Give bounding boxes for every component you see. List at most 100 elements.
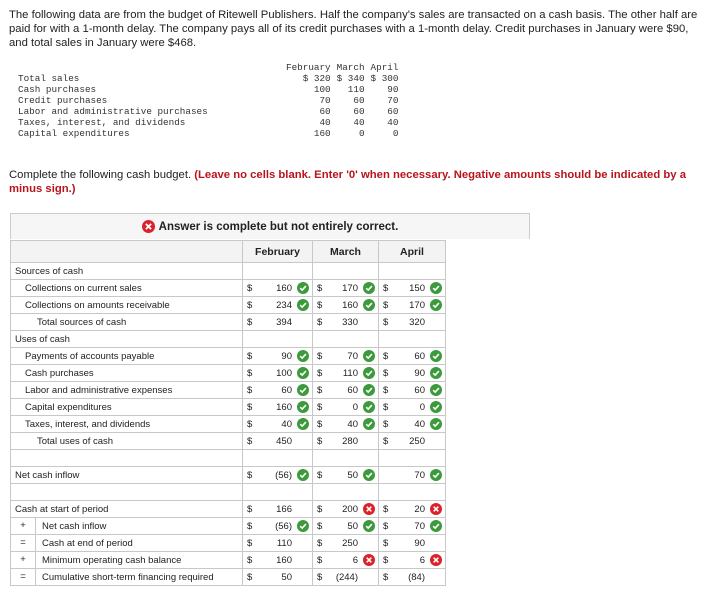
value-cell-content: $170	[379, 297, 445, 313]
currency-symbol: $	[247, 418, 253, 430]
value-cell-content: $150	[379, 280, 445, 296]
value-cell: $170	[312, 279, 379, 297]
cell-value: 50	[281, 571, 292, 583]
row-label-text: Net cash inflow	[15, 469, 80, 481]
currency-symbol: $	[247, 316, 253, 328]
budget-header-row: February March April	[10, 240, 446, 263]
given-cell: 110	[347, 84, 365, 95]
cell-value: 60	[414, 384, 425, 396]
check-icon	[363, 520, 375, 532]
currency-symbol: $	[247, 520, 253, 532]
value-cell-content: $330	[313, 314, 378, 330]
given-cell: 40	[387, 117, 399, 128]
cell-value: 40	[347, 418, 358, 430]
currency-symbol: $	[383, 282, 389, 294]
cell-value: 100	[276, 367, 292, 379]
cell-value: 110	[342, 367, 358, 379]
check-icon	[363, 401, 375, 413]
budget-row: Collections on current sales $160 $170 $150	[10, 279, 446, 297]
row-label: Payments of accounts payable	[11, 348, 242, 364]
value-cell: $0	[378, 398, 446, 416]
value-cell-content: $160	[313, 297, 378, 313]
check-icon	[297, 384, 309, 396]
given-row-label: Capital expenditures	[18, 128, 130, 139]
cell-value: (56)	[275, 520, 292, 532]
check-icon	[430, 384, 442, 396]
given-row: Taxes, interest, and dividends 40 40 40	[18, 117, 398, 128]
check-icon	[430, 469, 442, 481]
currency-symbol: $	[247, 469, 253, 481]
budget-row: Total uses of cash $450 $280 $250	[10, 432, 446, 450]
currency-symbol: $	[247, 503, 253, 515]
currency-symbol: $	[247, 537, 253, 549]
banner-text: Answer is complete but not entirely corr…	[158, 220, 399, 233]
spacer-row	[10, 449, 446, 467]
intro-text: The following data are from the budget o…	[9, 9, 698, 49]
value-cell: $330	[312, 313, 379, 331]
given-row-label: Total sales	[18, 73, 80, 84]
value-cell	[242, 262, 313, 280]
value-cell: $160	[242, 398, 313, 416]
value-cell-content: $40	[379, 416, 445, 432]
currency-symbol: $	[247, 367, 253, 379]
cell-value: 20	[414, 503, 425, 515]
value-cell: $160	[242, 551, 313, 569]
value-cell: $50	[312, 517, 379, 535]
row-label-cell: Uses of cash	[10, 330, 243, 348]
budget-row: Taxes, interest, and dividends $40 $40 $40	[10, 415, 446, 433]
value-cell: $90	[378, 364, 446, 382]
budget-row: = Cumulative short-term financing require…	[10, 568, 446, 586]
value-cell: $250	[378, 432, 446, 450]
value-cell: $6	[312, 551, 379, 569]
instruction-note: (Leave no cells blank. Enter '0' when ne…	[9, 169, 686, 195]
value-cell: $160	[242, 279, 313, 297]
value-cell: $40	[312, 415, 379, 433]
currency-symbol: $	[383, 554, 389, 566]
check-icon	[363, 282, 375, 294]
cell-value: 330	[342, 316, 358, 328]
cell-value: 450	[276, 435, 292, 447]
spacer-row	[10, 483, 446, 501]
given-cell: 0	[392, 128, 399, 139]
budget-row: Total sources of cash $394 $330 $320	[10, 313, 446, 331]
value-cell: $450	[242, 432, 313, 450]
error-icon	[430, 503, 442, 515]
spacer-cell	[378, 483, 446, 501]
given-cell: 40	[353, 117, 365, 128]
value-cell-content: $70	[313, 348, 378, 364]
currency-symbol: $	[247, 435, 253, 447]
row-label: Collections on current sales	[11, 280, 242, 296]
value-cell: $ (244)	[312, 568, 379, 586]
spacer-cell	[378, 449, 446, 467]
given-column-header: April	[370, 62, 399, 73]
value-cell	[378, 262, 446, 280]
check-icon	[297, 282, 309, 294]
cell-value: 0	[419, 401, 425, 413]
cell-value: 170	[342, 282, 358, 294]
value-cell-content: $6	[379, 552, 445, 568]
given-corner	[18, 62, 280, 73]
value-cell: $90	[242, 347, 313, 365]
row-label-cell: Collections on amounts receivable	[10, 296, 243, 314]
row-label-cell: Total uses of cash	[10, 432, 243, 450]
cell-value: 160	[342, 299, 358, 311]
check-icon	[430, 367, 442, 379]
value-cell-content: $ (84)	[379, 569, 445, 585]
value-cell: $110	[242, 534, 313, 552]
budget-row: + Net cash inflow $ (56) $50 $70	[10, 517, 446, 535]
cell-value: 40	[281, 418, 292, 430]
currency-symbol: $	[383, 401, 389, 413]
budget-row: Uses of cash	[10, 330, 446, 348]
value-cell: 70	[378, 466, 446, 484]
cell-value: 110	[276, 537, 292, 549]
budget-row: = Cash at end of period $110 $250 $90	[10, 534, 446, 552]
row-label-text: Capital expenditures	[25, 401, 112, 413]
value-cell-content: $40	[313, 416, 378, 432]
given-cell: 90	[387, 84, 399, 95]
cell-value: 70	[414, 469, 425, 481]
currency-symbol: $	[317, 554, 323, 566]
row-label-cell: + Net cash inflow	[10, 517, 243, 535]
currency-symbol: $	[383, 537, 389, 549]
value-cell-content: $ (244)	[313, 569, 378, 585]
value-cell-content: $100	[243, 365, 312, 381]
